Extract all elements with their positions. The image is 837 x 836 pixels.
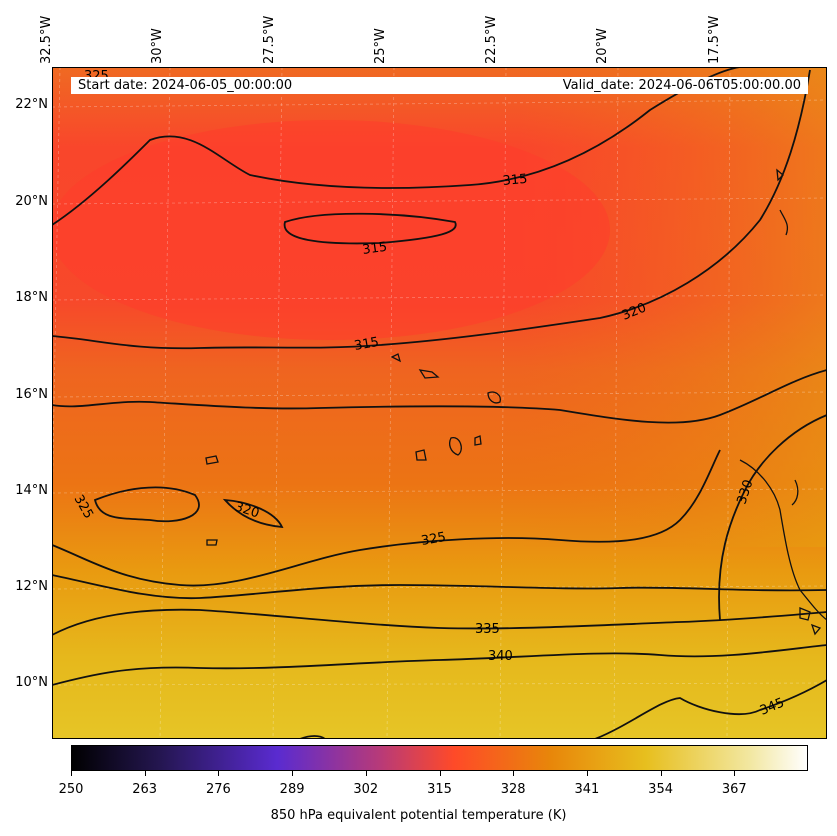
colorbar — [71, 745, 808, 771]
longitude-label: 25°W — [373, 28, 388, 64]
contour-label: 330 — [735, 478, 757, 506]
colorbar-tick-label: 250 — [58, 782, 84, 797]
colorbar-label: 850 hPa equivalent potential temperature… — [270, 808, 567, 823]
colorbar-tick-mark — [734, 771, 736, 776]
colorbar-tick-label: 263 — [132, 782, 158, 797]
colorbar-tick-mark — [144, 771, 146, 776]
contour-label: 315 — [361, 240, 388, 258]
valid-date: Valid_date: 2024-06-06T05:00:00.00 — [562, 78, 801, 93]
contour-label: 320 — [233, 500, 261, 522]
longitude-label: 27.5°W — [262, 15, 277, 64]
latitude-label: 16°N — [15, 387, 48, 402]
colorbar-tick-label: 354 — [648, 782, 673, 797]
longitude-label: 20°W — [595, 28, 610, 64]
latitude-label: 10°N — [15, 675, 48, 690]
contour-label: 315 — [502, 172, 528, 189]
latitude-label: 20°N — [15, 194, 48, 209]
latitude-label: 14°N — [15, 483, 48, 498]
colorbar-tick-mark — [365, 771, 367, 776]
longitude-label: 30°W — [150, 28, 165, 64]
contour-label-group: 325 315 315 315 320 320 325 325 330 335 … — [71, 69, 787, 719]
colorbar-tick-label: 341 — [574, 782, 600, 797]
colorbar-gradient — [71, 745, 808, 771]
contour-label: 315 — [353, 335, 380, 354]
colorbar-tick-label: 289 — [279, 782, 305, 797]
latitude-label: 12°N — [15, 579, 48, 594]
map-frame — [52, 67, 827, 739]
temperature-field — [52, 67, 827, 739]
contour-lines — [52, 67, 827, 739]
colorbar-tick-label: 302 — [353, 782, 379, 797]
longitude-label: 17.5°W — [707, 15, 722, 64]
colorbar-tick-mark — [660, 771, 662, 776]
latitude-label: 18°N — [15, 290, 48, 305]
start-date: Start date: 2024-06-05_00:00:00 — [78, 78, 293, 93]
colorbar-tick-label: 367 — [721, 782, 747, 797]
colorbar-tick-mark — [513, 771, 515, 776]
longitude-label: 32.5°W — [39, 15, 54, 64]
colorbar-tick-mark — [71, 771, 72, 776]
colorbar-tick-label: 276 — [205, 782, 231, 797]
colorbar-tick-label: 315 — [427, 782, 452, 797]
colorbar-tick-mark — [292, 771, 294, 776]
graticule — [52, 67, 827, 739]
coastlines — [205, 168, 827, 636]
colorbar-tick-mark — [218, 771, 220, 776]
contour-label: 325 — [420, 530, 447, 549]
latitude-label: 22°N — [15, 97, 48, 112]
contour-label: 340 — [488, 649, 513, 664]
contour-label: 335 — [475, 622, 500, 637]
colorbar-tick-mark — [586, 771, 588, 776]
longitude-label: 22.5°W — [484, 15, 499, 64]
date-info-bar: Start date: 2024-06-05_00:00:00 Valid_da… — [71, 77, 808, 94]
colorbar-tick-label: 328 — [500, 782, 526, 797]
colorbar-tick-mark — [439, 771, 441, 776]
